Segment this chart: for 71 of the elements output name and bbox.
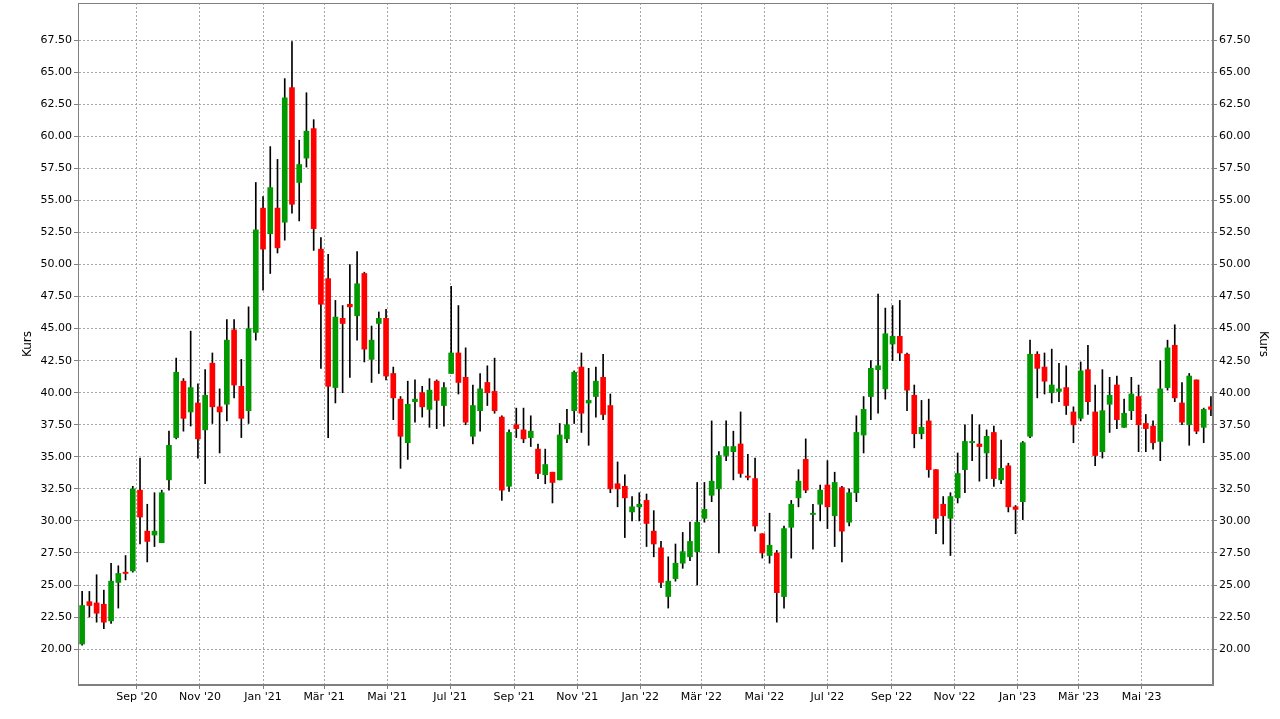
- y-tick-label: 62.50: [40, 97, 72, 111]
- candlestick: [513, 407, 520, 438]
- x-tick-label: Nov '20: [178, 690, 221, 704]
- candlestick: [527, 415, 534, 447]
- y2-axis-title: Kurs: [1256, 330, 1271, 358]
- y-tick-label: 25.00: [40, 577, 72, 591]
- y-tick-label: 37.50: [40, 417, 72, 431]
- y-tick-label: 22.50: [40, 609, 72, 623]
- x-tick-label: Jul '22: [809, 690, 845, 704]
- x-tick-label: Mär '22: [680, 690, 722, 704]
- candlestick: [412, 379, 418, 423]
- x-tick-label: Mär '21: [303, 690, 345, 704]
- candlestick: [347, 264, 353, 378]
- y2-tick-label: 35.00: [1219, 449, 1251, 463]
- y2-tick-label: 45.00: [1219, 321, 1251, 335]
- y2-tick-label: 62.50: [1219, 97, 1251, 111]
- y2-tick-label: 37.50: [1219, 417, 1251, 431]
- candlestick: [745, 453, 751, 481]
- y-tick-label: 52.50: [40, 225, 72, 239]
- y2-tick-label: 67.50: [1219, 33, 1251, 47]
- x-tick-label: Sep '22: [870, 690, 913, 704]
- y-tick-label: 20.00: [40, 641, 72, 655]
- x-tick-label: Jan '23: [997, 690, 1037, 704]
- candlestick: [448, 285, 454, 374]
- y-axis-title: Kurs: [20, 330, 35, 358]
- candlestick: [1208, 396, 1213, 417]
- x-tick-label: Nov '21: [556, 690, 599, 704]
- y-tick-label: 35.00: [40, 449, 72, 463]
- y-tick-label: 47.50: [40, 289, 72, 303]
- x-tick-label: Jan '21: [243, 690, 282, 704]
- y-tick-label: 55.00: [40, 193, 72, 207]
- y-tick-label: 42.50: [40, 353, 72, 367]
- y-tick-label: 50.00: [40, 257, 72, 271]
- x-tick-label: Sep '21: [493, 690, 535, 704]
- x-tick-label: Mai '22: [744, 690, 785, 704]
- y2-tick-label: 27.50: [1219, 545, 1251, 559]
- candlestick: [375, 311, 382, 374]
- y2-tick-label: 50.00: [1219, 257, 1251, 271]
- x-tick-label: Nov '22: [933, 690, 976, 704]
- candlestick: [144, 503, 151, 563]
- y2-tick-label: 25.00: [1219, 577, 1251, 591]
- y2-tick-label: 32.50: [1219, 481, 1251, 495]
- y2-tick-label: 65.00: [1219, 65, 1251, 79]
- y2-tick-label: 42.50: [1219, 353, 1251, 367]
- x-tick-label: Mai '21: [367, 690, 407, 704]
- y-tick-label: 65.00: [40, 65, 72, 79]
- y-tick-label: 32.50: [40, 481, 72, 495]
- candlestick: [296, 139, 303, 222]
- y2-tick-label: 22.50: [1219, 609, 1251, 623]
- x-tick-label: Sep '20: [116, 690, 158, 704]
- y2-tick-label: 47.50: [1219, 289, 1251, 303]
- x-tick-label: Jul '21: [432, 690, 468, 704]
- y2-tick-label: 20.00: [1219, 641, 1251, 655]
- y-tick-label: 40.00: [40, 385, 72, 399]
- y-tick-label: 67.50: [40, 33, 72, 47]
- y2-tick-label: 52.50: [1219, 225, 1251, 239]
- y-tick-label: 27.50: [40, 545, 72, 559]
- x-tick-label: Mai '23: [1121, 690, 1162, 704]
- x-tick-label: Mär '23: [1057, 690, 1100, 704]
- candlestick: [622, 474, 628, 538]
- y2-tick-label: 57.50: [1219, 161, 1251, 175]
- y-tick-label: 45.00: [40, 321, 72, 335]
- y-tick-label: 30.00: [40, 513, 72, 527]
- y2-tick-label: 30.00: [1219, 513, 1251, 527]
- candlestick: [810, 503, 816, 550]
- y2-tick-label: 60.00: [1219, 129, 1251, 143]
- x-tick-label: Jan '22: [620, 690, 660, 704]
- y-tick-label: 57.50: [40, 161, 72, 175]
- y2-tick-label: 40.00: [1219, 385, 1251, 399]
- y-tick-label: 60.00: [40, 129, 72, 143]
- y2-tick-label: 55.00: [1219, 193, 1251, 207]
